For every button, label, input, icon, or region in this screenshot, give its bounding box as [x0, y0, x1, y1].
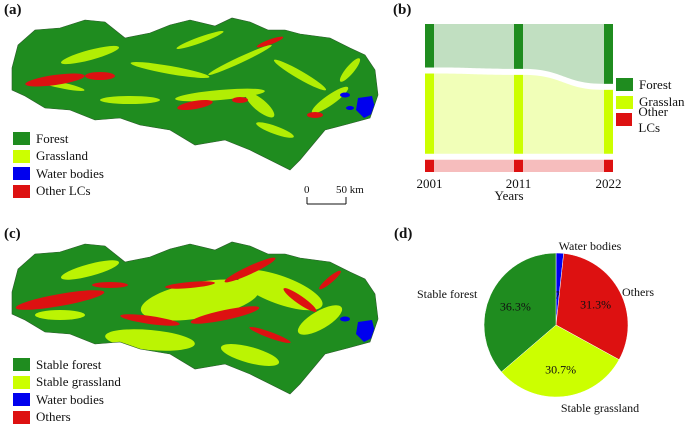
- legend-label: Grassland: [36, 148, 88, 164]
- legend-label: Other LCs: [638, 103, 668, 135]
- legend-item-grassland: Grassland: [13, 148, 104, 166]
- sankey-year-label: 2022: [596, 176, 622, 191]
- legend-item-other: Other LCs: [13, 183, 104, 201]
- legend-label: Other LCs: [36, 183, 91, 199]
- sankey-node-other-lcs: [604, 159, 613, 172]
- panel-label-c: (c): [4, 226, 21, 242]
- panel-label-b: (b): [393, 2, 412, 18]
- sankey-node-other-lcs: [425, 159, 434, 172]
- pie-slice-others: [555, 253, 629, 361]
- pie-label-stable-grassland: Stable grassland: [561, 401, 639, 415]
- legend-item-other: Other LCs: [616, 104, 685, 135]
- sankey-node-forest: [425, 24, 434, 68]
- legend-map-c: Stable forest Stable grassland Water bod…: [13, 356, 121, 426]
- sankey-node-forest: [514, 24, 523, 69]
- sankey-flow-grassland: [523, 74, 604, 154]
- pie-label-others: Others: [622, 285, 654, 299]
- legend-label: Water bodies: [36, 165, 104, 181]
- legend-item-forest: Forest: [13, 130, 104, 148]
- legend-item-grassland: Grassland: [616, 94, 685, 112]
- scale-bar-start: 0: [304, 184, 310, 196]
- legend-item-others: Others: [13, 409, 121, 426]
- sankey-node-grassland: [425, 73, 434, 154]
- stable-forest-swatch: [13, 358, 30, 372]
- sankey-flow-other-lcs: [523, 159, 604, 172]
- legend-item-stable-forest: Stable forest: [13, 356, 121, 374]
- scale-bar: 0 50 km: [304, 184, 364, 205]
- pie-slice-stable-grassland: [501, 324, 620, 398]
- pie-percent-stable-grassland: 30.7%: [545, 362, 576, 376]
- legend-label: Stable forest: [36, 356, 102, 372]
- legend-label: Forest: [36, 130, 69, 146]
- legend-label: Grassland: [639, 94, 685, 110]
- sankey-x-label: Years: [494, 188, 523, 203]
- pie-label-water-bodies: Water bodies: [559, 239, 622, 253]
- legend-label: Water bodies: [36, 391, 104, 407]
- water-swatch: [13, 167, 30, 181]
- grassland-swatch: [616, 95, 633, 109]
- land-cover-map-a: [11, 17, 379, 171]
- legend-label: Forest: [639, 76, 672, 92]
- legend-item-water: Water bodies: [13, 165, 104, 183]
- legend-map-a: Forest Grassland Water bodies Other LCs: [13, 130, 104, 200]
- grassland-swatch: [13, 149, 30, 163]
- forest-swatch: [13, 132, 30, 146]
- legend-item-water-bodies: Water bodies: [13, 391, 121, 409]
- sankey-flow-forest: [523, 24, 604, 84]
- water-bodies-swatch: [13, 393, 30, 407]
- legend-item-stable-grassland: Stable grassland: [13, 374, 121, 392]
- pie-percent-stable-forest: 36.3%: [500, 299, 531, 313]
- legend-item-forest: Forest: [616, 76, 685, 94]
- sankey-node-other-lcs: [514, 159, 523, 172]
- others-swatch: [13, 410, 30, 424]
- other-swatch: [616, 113, 633, 127]
- pie-label-stable-forest: Stable forest: [417, 287, 478, 301]
- pie-percent-others: 31.3%: [580, 297, 611, 311]
- sankey-flow-other-lcs: [434, 159, 514, 172]
- sankey-flow-grassland: [434, 73, 514, 154]
- panel-label-a: (a): [4, 2, 22, 18]
- sankey-year-label: 2001: [417, 176, 443, 191]
- sankey-flow-forest: [434, 24, 514, 69]
- sankey-node-grassland: [514, 74, 523, 154]
- other-swatch: [13, 184, 30, 198]
- legend-label: Stable grassland: [36, 374, 121, 390]
- sankey-node-forest: [604, 24, 613, 84]
- scale-bar-end: 50 km: [336, 184, 364, 196]
- forest-swatch: [616, 78, 633, 92]
- legend-sankey: Forest Grassland Other LCs: [616, 76, 685, 135]
- panel-label-d: (d): [394, 226, 413, 242]
- legend-label: Others: [36, 409, 71, 425]
- sankey-year-label: 2011: [506, 176, 532, 191]
- sankey-node-grassland: [604, 89, 613, 154]
- pie-slice-stable-forest: [483, 252, 557, 373]
- stable-grassland-swatch: [13, 375, 30, 389]
- sankey-chart: 2001 2011 2022: [417, 24, 622, 191]
